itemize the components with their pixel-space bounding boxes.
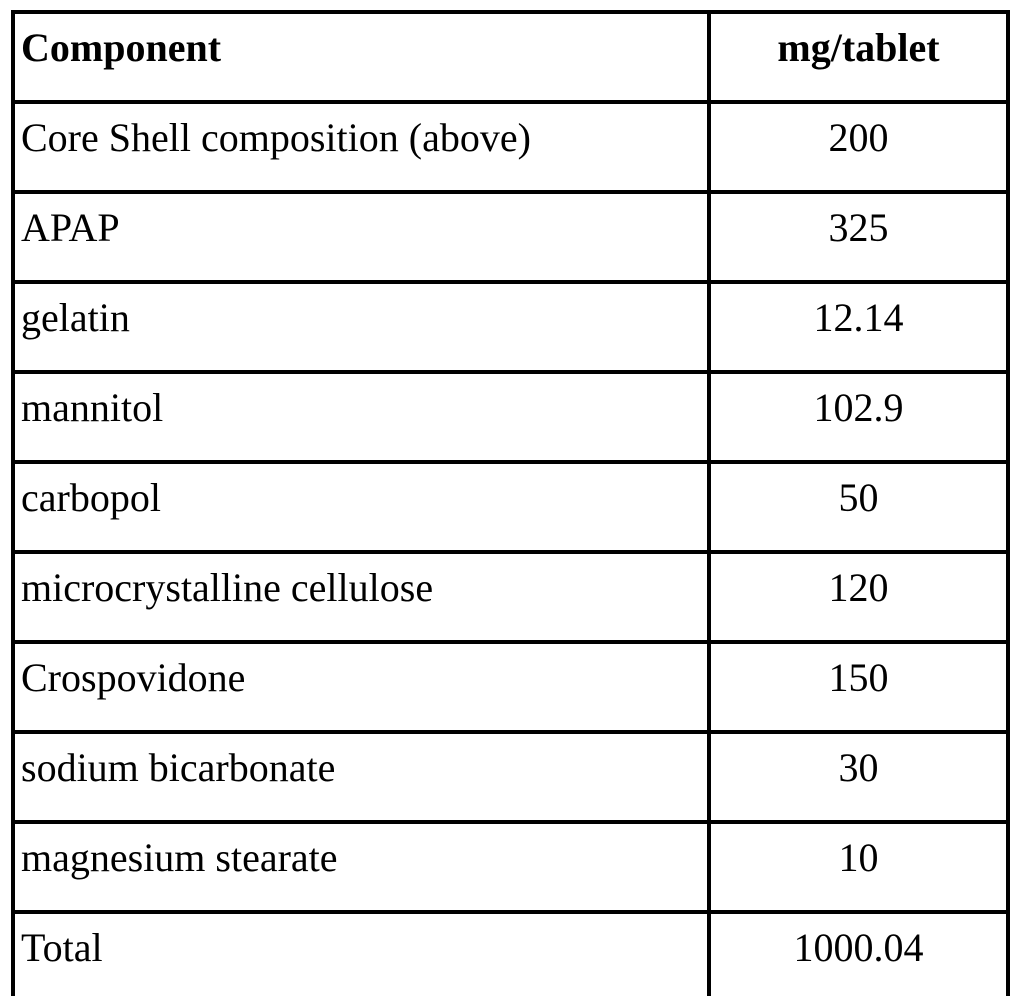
table-row: Crospovidone 150 (11, 640, 1010, 734)
table-row: mannitol 102.9 (11, 370, 1010, 464)
value-cell: 200 (707, 100, 1010, 194)
table-row-total: Total 1000.04 (11, 910, 1010, 996)
value-cell: 325 (707, 190, 1010, 284)
component-cell: gelatin (11, 280, 711, 374)
component-cell: Core Shell composition (above) (11, 100, 711, 194)
component-cell: magnesium stearate (11, 820, 711, 914)
table-row: Core Shell composition (above) 200 (11, 100, 1010, 194)
component-cell: mannitol (11, 370, 711, 464)
composition-table: Component mg/tablet Core Shell compositi… (11, 10, 1010, 996)
component-cell: microcrystalline cellulose (11, 550, 711, 644)
component-cell: Total (11, 910, 711, 996)
table-row: magnesium stearate 10 (11, 820, 1010, 914)
value-cell: 150 (707, 640, 1010, 734)
value-cell: 1000.04 (707, 910, 1010, 996)
component-cell: APAP (11, 190, 711, 284)
value-cell: 30 (707, 730, 1010, 824)
header-cell-mg-per-tablet: mg/tablet (707, 10, 1010, 104)
value-cell: 10 (707, 820, 1010, 914)
value-cell: 12.14 (707, 280, 1010, 374)
table-row: carbopol 50 (11, 460, 1010, 554)
table-row: sodium bicarbonate 30 (11, 730, 1010, 824)
header-cell-component: Component (11, 10, 711, 104)
value-cell: 120 (707, 550, 1010, 644)
component-cell: Crospovidone (11, 640, 711, 734)
value-cell: 50 (707, 460, 1010, 554)
value-cell: 102.9 (707, 370, 1010, 464)
component-cell: carbopol (11, 460, 711, 554)
table-header-row: Component mg/tablet (11, 10, 1010, 104)
table-row: microcrystalline cellulose 120 (11, 550, 1010, 644)
table-row: gelatin 12.14 (11, 280, 1010, 374)
component-cell: sodium bicarbonate (11, 730, 711, 824)
table-row: APAP 325 (11, 190, 1010, 284)
